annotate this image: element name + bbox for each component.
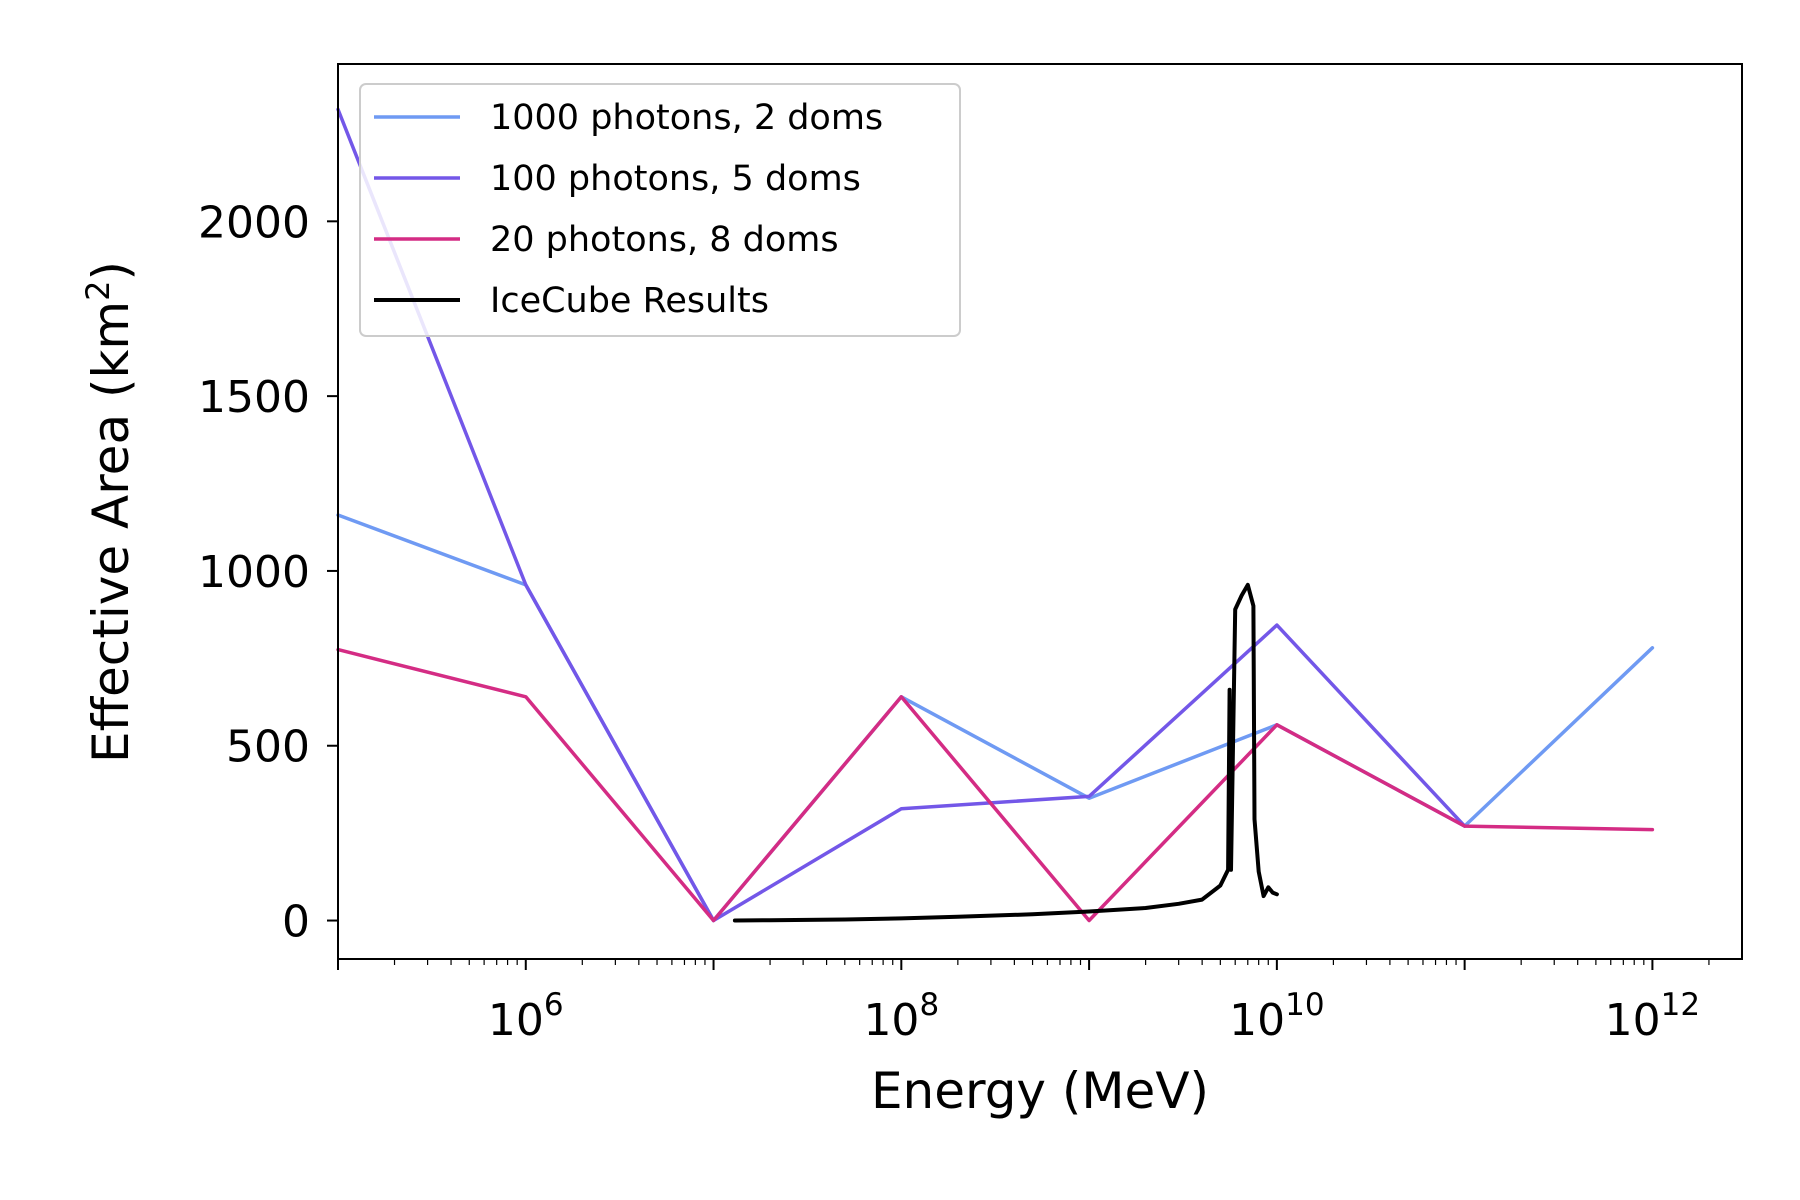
y-tick-label: 1000 <box>198 547 310 598</box>
legend-label-2: 20 photons, 8 doms <box>490 220 839 260</box>
x-tick-label-exp: 8 <box>919 987 939 1023</box>
x-axis-label: Energy (MeV) <box>871 1062 1209 1120</box>
y-axis-label: Effective Area (km2) <box>79 261 140 763</box>
legend-label-0: 1000 photons, 2 doms <box>490 98 883 138</box>
legend-label-1: 100 photons, 5 doms <box>490 159 861 199</box>
y-axis-label-close: ) <box>82 261 140 281</box>
x-tick-label: 106 <box>488 987 564 1046</box>
series-line-0 <box>336 513 1655 923</box>
y-tick-label: 1500 <box>198 372 310 423</box>
y-axis: 0 500 1000 1500 2000 <box>198 197 338 948</box>
x-tick-label-base: 10 <box>488 995 544 1046</box>
x-tick-label: 1010 <box>1229 987 1324 1046</box>
x-tick-label-exp: 6 <box>544 987 564 1023</box>
y-tick-label: 0 <box>282 897 310 948</box>
x-tick-label-base: 10 <box>863 995 919 1046</box>
y-tick-label: 500 <box>226 722 310 773</box>
series-line-1 <box>336 107 1467 923</box>
y-tick-label: 2000 <box>198 197 310 248</box>
x-tick-label: 1012 <box>1605 987 1700 1046</box>
legend: 1000 photons, 2 doms 100 photons, 5 doms 2… <box>359 83 961 337</box>
x-tick-label-base: 10 <box>1605 995 1661 1046</box>
legend-label-3: IceCube Results <box>490 281 769 321</box>
y-axis-label-sup: 2 <box>79 280 117 300</box>
series-line-2 <box>336 647 1655 923</box>
legend-box <box>359 83 961 337</box>
x-tick-label-base: 10 <box>1229 995 1285 1046</box>
x-tick-label-exp: 12 <box>1661 987 1700 1023</box>
x-tick-label: 108 <box>863 987 939 1046</box>
plot-frame <box>337 63 1743 960</box>
y-axis-label-main: Effective Area (km <box>82 301 140 763</box>
x-axis: 106 108 1010 1012 <box>337 959 1710 1046</box>
x-tick-label-exp: 10 <box>1285 987 1324 1023</box>
series-layer <box>336 107 1655 923</box>
series-line-3 <box>732 582 1279 923</box>
